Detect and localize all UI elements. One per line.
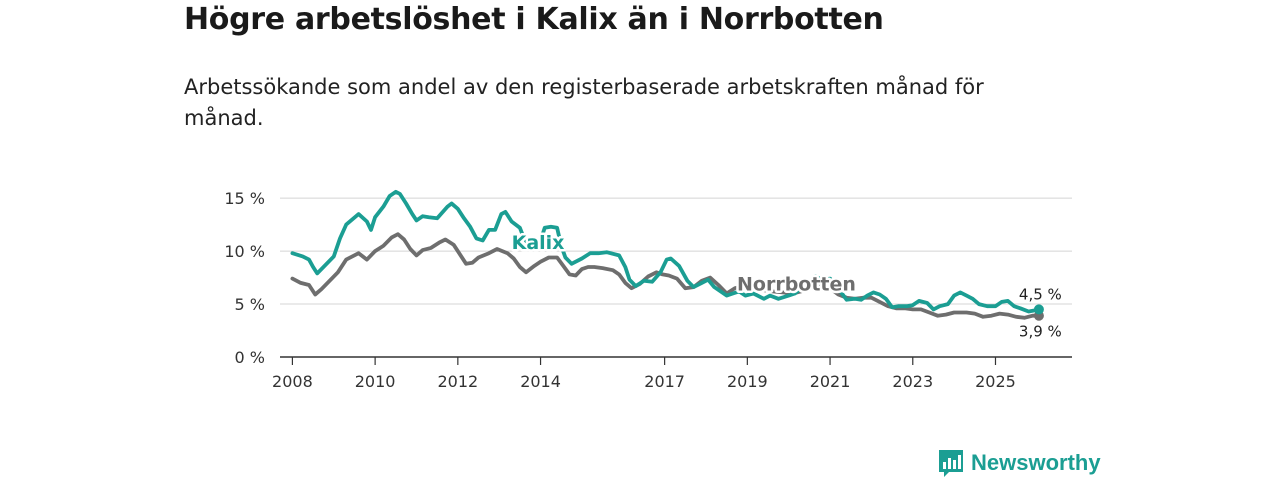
series-label-norrbotten: Norrbotten: [737, 273, 856, 295]
y-tick-label: 0 %: [235, 348, 265, 367]
bar-chart-logo-icon: [939, 450, 963, 477]
grid-lines: [280, 197, 1072, 305]
x-tick-label: 2017: [644, 372, 685, 391]
newsworthy-logo[interactable]: Newsworthy: [937, 448, 1101, 478]
series-line-kalix: [290, 189, 1041, 314]
series-labels: Kalix Norrbotten 4,5 % 3,9 %: [509, 230, 1062, 341]
chart-subtitle: Arbetssökande som andel av den registerb…: [184, 75, 984, 130]
end-point-kalix: [1033, 304, 1044, 315]
end-value-norrbotten: 3,9 %: [1019, 323, 1062, 341]
y-tick-label: 5 %: [235, 295, 265, 314]
end-value-kalix: 4,5 %: [1019, 285, 1062, 303]
x-tick-label: 2008: [272, 372, 313, 391]
x-tick-label: 2012: [437, 372, 478, 391]
brand-name: Newsworthy: [971, 450, 1101, 475]
x-tick-label: 2025: [975, 372, 1016, 391]
x-tick-label: 2014: [520, 372, 561, 391]
axes: 0 % 5 % 10 % 15 % 2008 2010 2012 2014 2017 2019 20…: [224, 189, 1072, 391]
x-tick-label: 2023: [892, 372, 933, 391]
series-lines: [290, 189, 1044, 321]
chart-title: Högre arbetslöshet i Kalix än i Norrbott…: [184, 2, 884, 37]
x-tick-label: 2021: [810, 372, 851, 391]
y-tick-label: 10 %: [224, 242, 265, 261]
x-tick-label: 2010: [355, 372, 396, 391]
series-label-kalix: Kalix: [512, 232, 565, 254]
x-tick-label: 2019: [727, 372, 768, 391]
y-tick-label: 15 %: [224, 189, 265, 208]
